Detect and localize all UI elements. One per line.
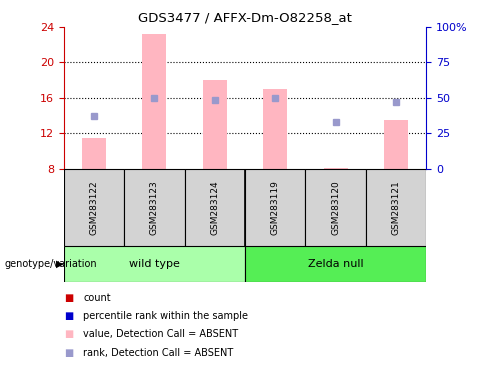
Text: value, Detection Call = ABSENT: value, Detection Call = ABSENT: [83, 329, 239, 339]
Text: rank, Detection Call = ABSENT: rank, Detection Call = ABSENT: [83, 348, 234, 358]
Bar: [323, 168, 348, 169]
Text: GSM283123: GSM283123: [150, 180, 159, 235]
Bar: [185, 169, 245, 246]
Text: ■: ■: [64, 329, 73, 339]
Text: GSM283124: GSM283124: [210, 180, 220, 235]
Bar: [203, 80, 227, 169]
Bar: [384, 120, 408, 169]
Title: GDS3477 / AFFX-Dm-O82258_at: GDS3477 / AFFX-Dm-O82258_at: [138, 11, 352, 24]
Text: Zelda null: Zelda null: [308, 259, 364, 269]
Text: GSM283122: GSM283122: [89, 180, 98, 235]
Text: ■: ■: [64, 348, 73, 358]
Text: percentile rank within the sample: percentile rank within the sample: [83, 311, 248, 321]
Bar: [142, 34, 167, 169]
Text: count: count: [83, 293, 111, 303]
Text: GSM283119: GSM283119: [270, 180, 280, 235]
Bar: [245, 246, 426, 282]
Bar: [245, 169, 305, 246]
Bar: [64, 169, 124, 246]
Bar: [124, 169, 185, 246]
Bar: [263, 89, 287, 169]
Bar: [366, 169, 426, 246]
Text: wild type: wild type: [129, 259, 180, 269]
Text: genotype/variation: genotype/variation: [5, 259, 98, 269]
Bar: [64, 246, 245, 282]
Bar: [82, 138, 106, 169]
Text: ■: ■: [64, 293, 73, 303]
Text: ■: ■: [64, 311, 73, 321]
Text: ▶: ▶: [56, 259, 64, 269]
Bar: [305, 169, 366, 246]
Text: GSM283121: GSM283121: [392, 180, 401, 235]
Text: GSM283120: GSM283120: [331, 180, 340, 235]
